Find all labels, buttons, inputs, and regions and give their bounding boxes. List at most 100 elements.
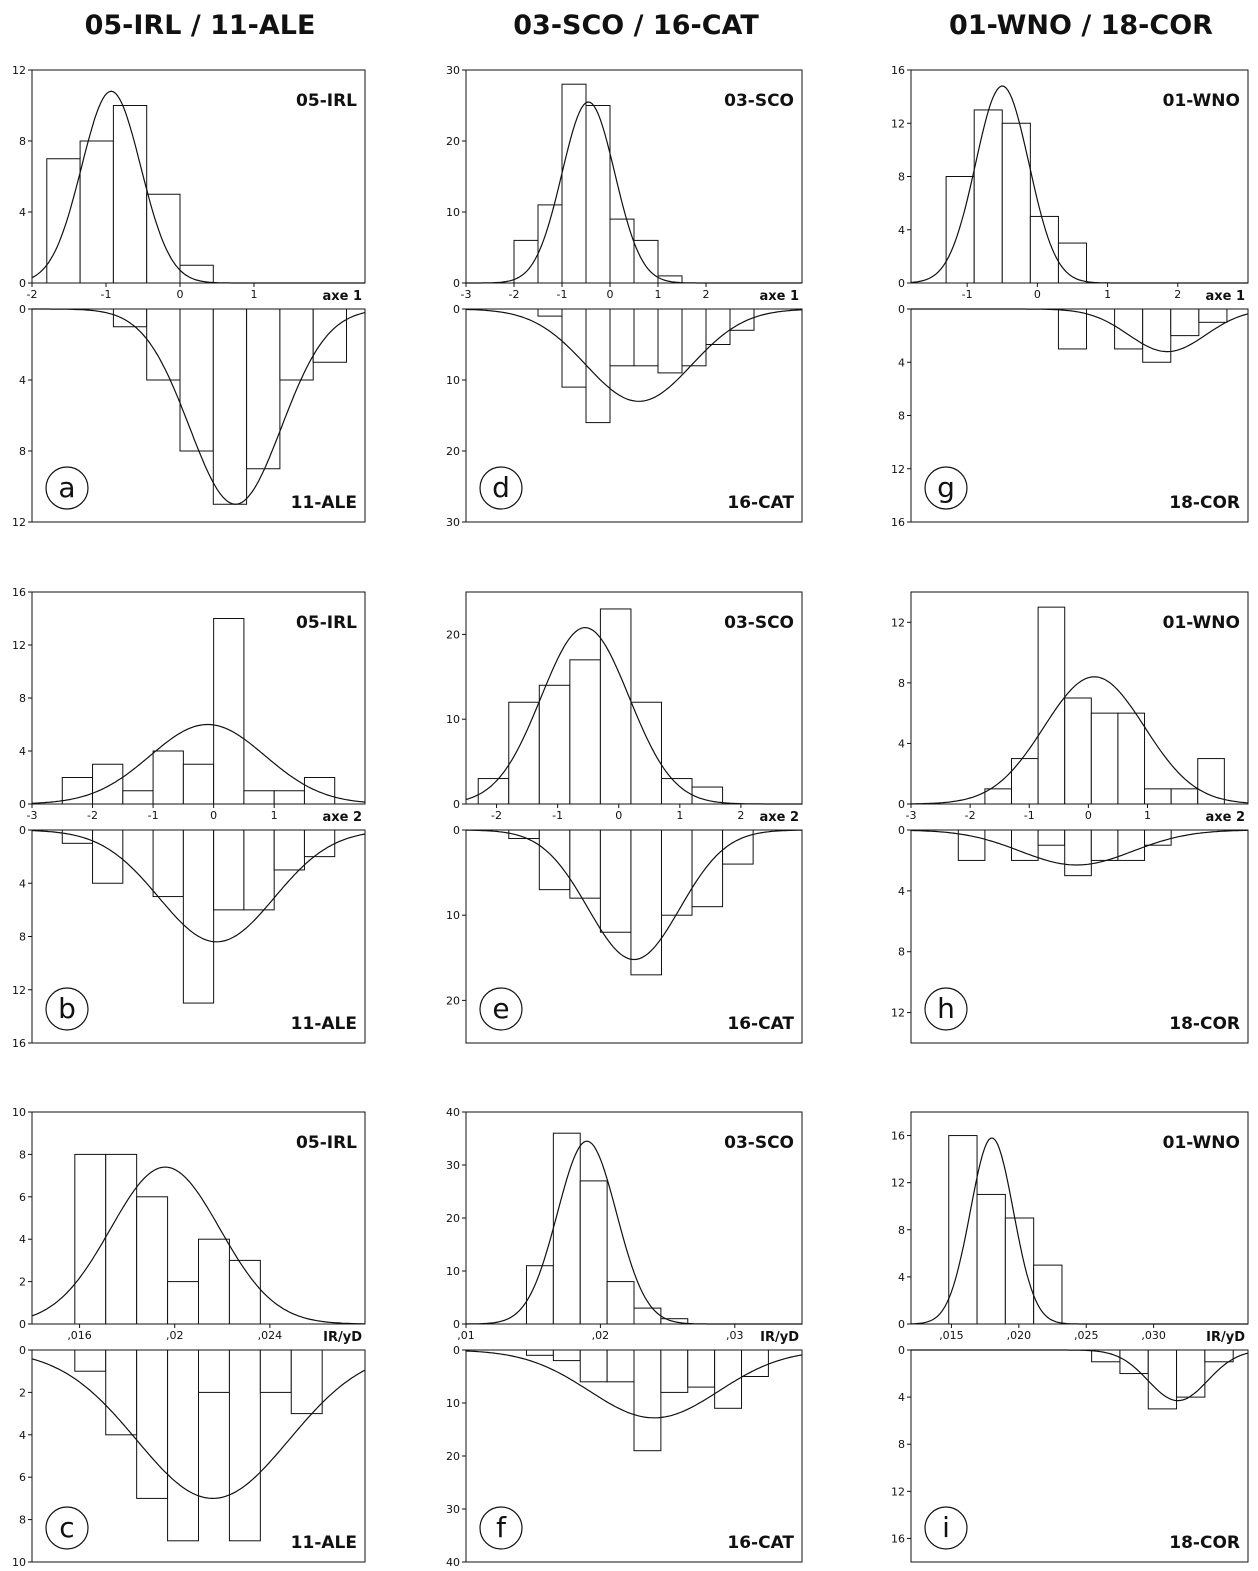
bottom-bar xyxy=(179,308,214,452)
bottom-y-tick-label: 4 xyxy=(898,1391,905,1404)
top-bar xyxy=(1117,712,1146,805)
bottom-y-tick-label: 8 xyxy=(19,931,26,944)
panel-letter: a xyxy=(58,471,75,504)
top-bar xyxy=(973,109,1003,284)
x-axis-label: axe 2 xyxy=(322,810,362,825)
top-y-tick-label: 20 xyxy=(446,1212,460,1225)
top-y-tick-label: 10 xyxy=(446,1265,460,1278)
top-bar xyxy=(105,1153,138,1325)
bottom-bar xyxy=(74,1349,107,1372)
top-bar xyxy=(46,158,81,284)
top-normal-curve xyxy=(911,1137,1248,1325)
top-bar xyxy=(1197,758,1225,805)
top-y-tick-label: 4 xyxy=(898,224,905,237)
x-axis-label: axe 1 xyxy=(1205,289,1245,304)
group-label-bottom: 18-COR xyxy=(1169,1533,1240,1553)
bottom-y-tick-label: 0 xyxy=(898,303,905,316)
bottom-bar xyxy=(1204,1349,1234,1363)
panel-letter-circle xyxy=(924,987,968,1031)
top-bar xyxy=(167,1281,199,1325)
x-tick-label: ,020 xyxy=(1007,1329,1032,1342)
x-tick-label: ,01 xyxy=(457,1329,475,1342)
top-bar xyxy=(660,778,693,805)
top-bar xyxy=(1170,788,1199,805)
x-tick-label: -1 xyxy=(962,288,973,301)
x-tick-label: ,015 xyxy=(939,1329,964,1342)
group-label-top: 05-IRL xyxy=(296,1133,357,1153)
x-tick-label: ,030 xyxy=(1141,1329,1166,1342)
bottom-bar xyxy=(1090,829,1119,861)
bottom-y-tick-label: 0 xyxy=(453,303,460,316)
bottom-y-tick-label: 0 xyxy=(898,824,905,837)
top-bar xyxy=(213,618,245,805)
panel-c: 0 2 4 6 8 10 0 2 4 6 8 10 ,016 ,02 ,024 IR/yD 05-IRL 11-A… xyxy=(12,1106,366,1569)
group-label-bottom: 11-ALE xyxy=(291,493,357,513)
panel-letter-circle xyxy=(924,1506,968,1550)
x-tick-label: 2 xyxy=(737,809,744,822)
bottom-bar xyxy=(585,308,611,424)
panel-letter: c xyxy=(59,1511,74,1544)
x-tick-label: 2 xyxy=(1174,288,1181,301)
x-axis-label: IR/yD xyxy=(760,1330,799,1345)
top-bar xyxy=(1064,697,1092,805)
x-tick-label: 0 xyxy=(615,809,622,822)
bottom-bar xyxy=(112,308,148,328)
top-bar xyxy=(179,264,214,284)
top-bar xyxy=(525,1265,554,1325)
x-axis-label: axe 1 xyxy=(322,289,362,304)
top-y-tick-label: 0 xyxy=(19,798,26,811)
top-bar xyxy=(136,1196,169,1325)
top-normal-curve xyxy=(31,1166,365,1325)
group-label-top: 05-IRL xyxy=(296,91,357,111)
top-bar xyxy=(303,777,336,805)
bottom-bar xyxy=(633,1349,662,1452)
x-tick-label: ,02 xyxy=(166,1329,184,1342)
top-y-tick-label: 12 xyxy=(891,616,905,629)
bottom-bar xyxy=(681,308,707,367)
group-label-top: 01-WNO xyxy=(1163,613,1240,633)
bottom-y-tick-label: 10 xyxy=(446,909,460,922)
x-axis-label: axe 1 xyxy=(759,289,799,304)
bottom-y-tick-label: 8 xyxy=(19,445,26,458)
bottom-bar xyxy=(687,1349,716,1388)
group-label-bottom: 18-COR xyxy=(1169,493,1240,513)
bottom-bar xyxy=(1176,1349,1206,1398)
bottom-bar xyxy=(1142,308,1172,363)
bottom-y-tick-label: 8 xyxy=(898,1438,905,1451)
bottom-bar xyxy=(228,1349,261,1542)
bottom-bar xyxy=(729,308,755,331)
group-label-top: 01-WNO xyxy=(1163,1133,1240,1153)
bottom-y-tick-label: 0 xyxy=(453,1344,460,1357)
panel-letter-circle xyxy=(479,1506,523,1550)
bottom-y-tick-label: 4 xyxy=(898,885,905,898)
panel-letter-circle xyxy=(479,466,523,510)
x-tick-label: 1 xyxy=(1104,288,1111,301)
top-bar xyxy=(948,1135,978,1325)
x-tick-label: ,025 xyxy=(1074,1329,1099,1342)
x-tick-label: -2 xyxy=(87,809,98,822)
top-bar xyxy=(1037,606,1066,805)
group-label-top: 03-SCO xyxy=(724,91,794,111)
bottom-y-tick-label: 20 xyxy=(446,1450,460,1463)
group-label-bottom: 11-ALE xyxy=(291,1014,357,1034)
top-y-tick-label: 20 xyxy=(446,135,460,148)
bottom-y-tick-label: 30 xyxy=(446,1503,460,1516)
bottom-y-tick-label: 2 xyxy=(19,1386,26,1399)
bottom-y-tick-label: 4 xyxy=(19,374,26,387)
x-tick-label: -1 xyxy=(101,288,112,301)
bottom-bar xyxy=(146,308,181,381)
bottom-normal-curve xyxy=(465,308,803,402)
bottom-bar xyxy=(279,308,314,381)
bottom-bar xyxy=(167,1349,199,1542)
top-bar xyxy=(228,1259,261,1325)
top-bar xyxy=(92,763,124,805)
panel-letter-circle xyxy=(924,466,968,510)
panel-i: 0 4 8 12 16 0 4 8 12 16 ,015 ,020 ,025 ,030 IR/yD 01-WN… xyxy=(891,1111,1249,1563)
top-normal-curve xyxy=(911,676,1249,805)
top-y-tick-label: 8 xyxy=(898,1224,905,1237)
top-bar xyxy=(1001,122,1031,284)
group-label-bottom: 16-CAT xyxy=(727,1533,794,1553)
bottom-y-tick-label: 40 xyxy=(446,1556,460,1569)
